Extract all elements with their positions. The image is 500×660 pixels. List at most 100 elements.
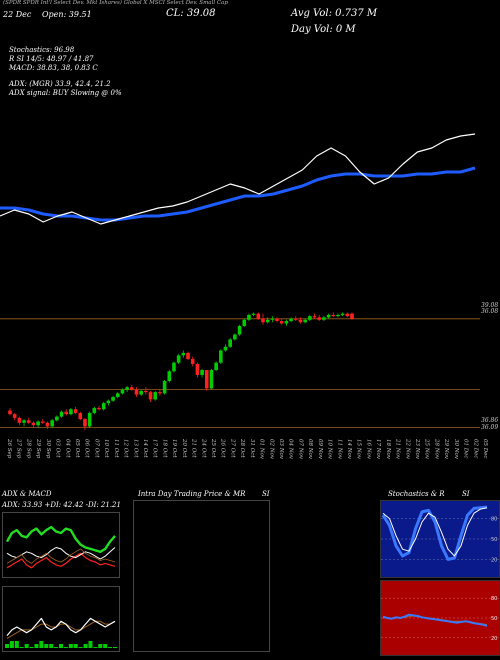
candle-body [298, 319, 303, 323]
macd-histogram-bar [49, 644, 54, 648]
x-tick-label: 27 Sep [16, 438, 22, 459]
candle-body [31, 422, 36, 426]
date-axis: 26 Sep 27 Sep 28 Sep 29 Sep 30 Sep 03 Oct 04 O… [6, 438, 488, 460]
x-tick-label: 13 Oct [132, 439, 138, 458]
candle-body [204, 370, 209, 389]
candle-body [40, 421, 45, 423]
candle-body [55, 416, 59, 421]
macd-panel [2, 586, 120, 652]
candle-body [223, 346, 228, 351]
macd-chart [5, 617, 117, 648]
macd-histogram-bar [98, 644, 103, 648]
x-tick-label: 02 Dec [472, 439, 478, 459]
candle-body [176, 355, 181, 363]
x-tick-label: 29 Nov [443, 438, 449, 460]
candle-body [8, 410, 12, 415]
candle-body [69, 409, 73, 415]
macd-histogram-bar [9, 641, 14, 648]
x-tick-label: 05 Dec [482, 439, 488, 459]
candle-body [162, 381, 167, 394]
candle-body [331, 314, 336, 317]
macd-histogram-bar [34, 644, 39, 648]
x-tick-label: 14 Oct [142, 439, 148, 458]
x-tick-label: 25 Oct [210, 438, 216, 458]
candle-body [308, 316, 312, 320]
candle-body [190, 359, 195, 364]
x-tick-label: 11 Oct [113, 439, 119, 458]
x-tick-label: 04 Nov [288, 439, 294, 460]
candle-body [312, 316, 317, 318]
x-tick-label: 09 Nov [317, 439, 323, 460]
x-tick-label: 28 Oct [239, 438, 245, 458]
intraday-panel [133, 500, 270, 652]
x-tick-label: 29 Sep [35, 438, 41, 459]
candle-body [12, 414, 17, 418]
candle-body [22, 420, 26, 423]
candle-body [101, 403, 106, 410]
x-tick-label: 23 Nov [414, 438, 420, 460]
header-top-line: (SPDR SPDR Int'l Select Dev. Mkt Ishares… [3, 0, 228, 6]
intraday-panel-title: Intra Day Trading Price & MR [138, 490, 246, 498]
x-tick-label: 01 Dec [463, 439, 469, 459]
x-tick-label: 18 Oct [161, 439, 167, 458]
plus-di-line [5, 525, 116, 553]
open-label: Open: 39.51 [42, 10, 92, 19]
candle-body [237, 325, 242, 335]
candle-body [167, 371, 172, 382]
candle-body [125, 387, 129, 390]
candlestick-chart [0, 312, 480, 431]
macd-histogram-bar [29, 647, 34, 648]
macd-histogram-bar [63, 647, 68, 648]
candle-body [130, 387, 134, 390]
x-tick-label: 06 Oct [84, 439, 90, 458]
candle-body [284, 321, 289, 324]
stochastics-chart: 80 50 20 [381, 501, 499, 577]
stoch-level-label: 20 [491, 557, 497, 563]
date-label: 22 Dec [3, 10, 32, 19]
candle-body [50, 420, 54, 427]
x-tick-label: 07 Oct [93, 439, 99, 458]
candle-body [261, 318, 265, 323]
candle-body [83, 419, 87, 427]
adx-line [6, 547, 116, 560]
stoch-level-label: 50 [491, 537, 497, 543]
minus-di-line [6, 552, 116, 569]
x-tick-label: 25 Nov [424, 438, 430, 460]
candle-body [92, 408, 97, 413]
x-tick-label: 03 Oct [55, 439, 61, 458]
candle-body [340, 313, 345, 315]
intraday-si-label: SI [262, 490, 270, 498]
candle-body [242, 319, 247, 326]
x-tick-label: 18 Nov [385, 439, 391, 460]
macd-readout: MACD: 38.83, 38, 0.83 C [9, 64, 98, 72]
candle-body [139, 390, 143, 395]
candle-body [120, 389, 125, 394]
adx-signal-readout: ADX signal: BUY Slowing @ 0% [9, 89, 122, 97]
candle-body [186, 352, 190, 360]
adx-panel-title: ADX & MACD [2, 490, 52, 498]
candle-body [153, 392, 158, 400]
price-label-3: 36.86 [481, 417, 499, 424]
x-tick-label: 30 Nov [453, 439, 459, 460]
stoch-k-line [381, 505, 488, 561]
x-tick-label: 08 Nov [307, 439, 313, 460]
candle-body [144, 390, 148, 393]
candle-body [270, 318, 275, 320]
x-tick-label: 10 Oct [103, 439, 109, 458]
adx-readout: ADX: (MGR) 33.9, 42.4, 21.2 [9, 80, 111, 88]
x-tick-label: 21 Nov [395, 438, 401, 460]
x-tick-label: 17 Oct [152, 439, 158, 458]
x-tick-label: 16 Nov [365, 439, 371, 460]
avg-vol-label: Avg Vol: 0.737 M [291, 8, 378, 19]
macd-histogram-bar [19, 647, 24, 648]
macd-histogram-bar [14, 641, 19, 648]
candle-body [134, 389, 139, 395]
x-tick-label: 10 Nov [327, 439, 333, 460]
candle-body [247, 314, 251, 320]
stoch-panel-title: Stochastics & R [388, 490, 445, 498]
candle-body [17, 417, 22, 423]
candle-body [251, 313, 256, 315]
stochastics-panel: 80 50 20 [380, 500, 500, 578]
candle-body [219, 350, 223, 363]
x-tick-label: 31 Oct [249, 439, 255, 458]
